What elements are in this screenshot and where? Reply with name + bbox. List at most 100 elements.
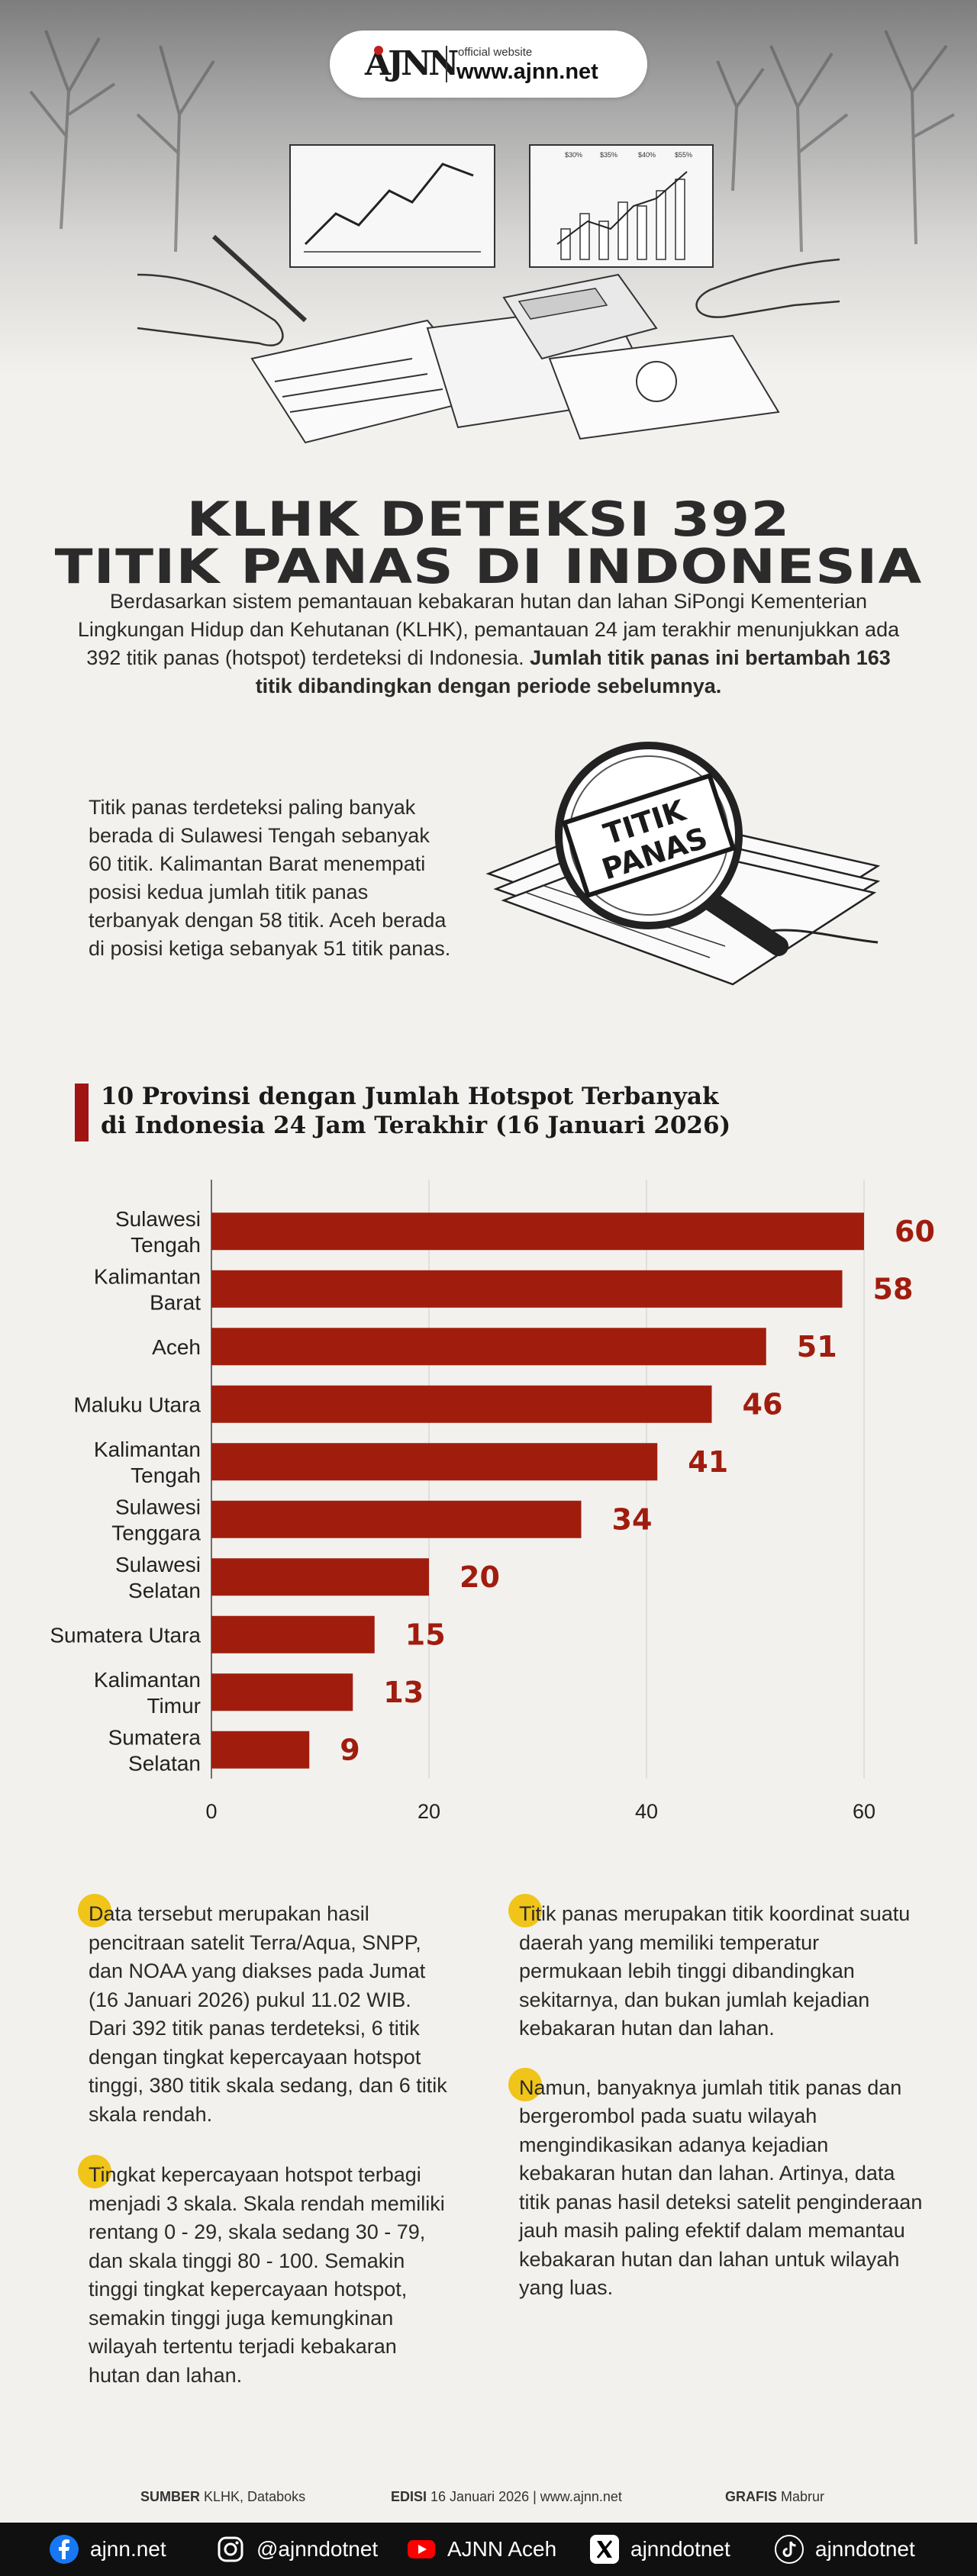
youtube-handle: AJNN Aceh [447, 2537, 557, 2561]
bar [211, 1212, 864, 1251]
x-tick-label: 40 [635, 1800, 658, 1823]
yellow-bullet [508, 1894, 542, 1927]
data-label: 41 [688, 1445, 728, 1479]
data-label: 46 [743, 1387, 783, 1421]
left-column: Data tersebut merupakan hasil pencitraan… [78, 1894, 447, 2390]
x-tick-label: 60 [853, 1800, 875, 1823]
tiktok-link[interactable]: ajnndotnet [774, 2523, 915, 2576]
youtube-link[interactable]: AJNN Aceh [406, 2523, 556, 2576]
x-link[interactable]: ajnndotnet [589, 2523, 730, 2576]
logo-dot [374, 46, 383, 55]
graphic-credit: GRAFIS Mabrur [725, 2489, 824, 2505]
lead-paragraph: Berdasarkan sistem pemantauan kebakaran … [76, 588, 901, 700]
instagram-icon [218, 2536, 243, 2562]
data-label: 58 [873, 1272, 914, 1306]
edition-value: 16 Januari 2026 | www.ajnn.net [430, 2489, 622, 2504]
left-text-2: Tingkat kepercayaan hotspot terbagi menj… [89, 2163, 445, 2387]
facebook-icon [50, 2535, 79, 2564]
category-label: Sumatera Selatan [108, 1725, 202, 1775]
source-credit: SUMBER KLHK, Databoks [140, 2489, 305, 2505]
line-chart-board-icon [289, 144, 495, 268]
category-label: Sulawesi Tenggara [111, 1495, 201, 1544]
lead-text: Berdasarkan sistem pemantauan kebakaran … [77, 590, 900, 669]
hero-illustration: $30% $35% $40% $55% [29, 30, 955, 444]
edition-credit: EDISI 16 Januari 2026 | www.ajnn.net [391, 2489, 622, 2505]
bar-chart-board-icon: $30% $35% $40% $55% [529, 144, 714, 268]
data-label: 34 [612, 1502, 653, 1536]
category-label: Aceh [152, 1335, 201, 1359]
source-label: SUMBER [140, 2489, 201, 2504]
mini-legend-2: $35% [600, 151, 617, 159]
title-line-1: KLHK DETEKSI 392 [186, 491, 791, 547]
facebook-handle: ajnn.net [90, 2537, 166, 2561]
bare-trees [29, 30, 955, 253]
magnifier-papers-icon: TITIK PANAS [485, 742, 881, 986]
lead-bold-text: Jumlah titik panas ini bertambah 163 tit… [255, 646, 891, 697]
instagram-handle: @ajnndotnet [256, 2537, 379, 2561]
findings-paragraph: Titik panas terdeteksi paling banyak ber… [89, 796, 451, 960]
bar [211, 1500, 582, 1538]
magnifier-handle [700, 890, 788, 956]
social-footer: ajnn.net @ajnndotnet AJNN Aceh ajnndotne… [0, 2523, 977, 2576]
left-text-1: Data tersebut merupakan hasil pencitraan… [89, 1902, 447, 2126]
instagram-link[interactable]: @ajnndotnet [215, 2523, 378, 2576]
hotspot-bar-chart: 0 20 40 60 60 Sulawesi Tengah 58 Kalimantan Barat… [50, 1180, 935, 1823]
right-paragraph-2: Namun, banyaknya jumlah titik panas dan … [508, 2067, 924, 2303]
youtube-icon [408, 2540, 435, 2558]
bar [211, 1558, 429, 1596]
chart-title: 10 Provinsi dengan Jumlah Hotspot Terban… [101, 1082, 864, 1140]
title-line-2: TITIK PANAS DI INDONESIA [54, 539, 923, 594]
x-tick-label: 20 [418, 1800, 440, 1823]
x-handle: ajnndotnet [630, 2537, 730, 2561]
mini-legend-1: $30% [565, 151, 582, 159]
bar [211, 1385, 712, 1423]
facebook-link[interactable]: ajnn.net [49, 2523, 166, 2576]
logo-divider [446, 46, 447, 82]
right-paragraph-1: Titik panas merupakan titik koordinat su… [508, 1894, 924, 2043]
bar [211, 1270, 843, 1308]
category-label: Sulawesi Tengah [115, 1207, 201, 1257]
website-url[interactable]: www.ajnn.net [456, 60, 598, 84]
data-label: 15 [405, 1618, 446, 1651]
category-label: Kalimantan Barat [94, 1264, 201, 1314]
category-label: Kalimantan Timur [94, 1668, 201, 1718]
graphic-label: GRAFIS [725, 2489, 778, 2504]
bar [211, 1328, 766, 1366]
official-label: official website [458, 46, 533, 59]
bar [211, 1443, 658, 1481]
tiktok-icon [775, 2535, 804, 2564]
hands-icon [137, 234, 840, 346]
data-label: 20 [459, 1560, 500, 1594]
yellow-bullet [78, 1894, 111, 1927]
credits-bar: SUMBER KLHK, Databoks EDISI 16 Januari 2… [0, 2483, 977, 2513]
edition-label: EDISI [391, 2489, 427, 2504]
category-label: Sumatera Utara [50, 1623, 201, 1647]
bar [211, 1731, 310, 1769]
bar [211, 1615, 375, 1653]
data-label: 9 [340, 1733, 360, 1766]
bar [211, 1673, 353, 1711]
page-title: KLHK DETEKSI 392 TITIK PANAS DI INDONESI… [0, 496, 977, 591]
yellow-bullet [508, 2067, 542, 2101]
data-label: 13 [383, 1676, 424, 1709]
chart-title-line-1: 10 Provinsi dengan Jumlah Hotspot Terban… [101, 1083, 719, 1110]
category-label: Kalimantan Tengah [94, 1438, 201, 1487]
tiktok-handle: ajnndotnet [815, 2537, 915, 2561]
right-text-2: Namun, banyaknya jumlah titik panas dan … [519, 2075, 923, 2300]
graphic-value: Mabrur [781, 2489, 825, 2504]
right-text-1: Titik panas merupakan titik koordinat su… [519, 1902, 911, 2040]
mini-legend-4: $55% [675, 151, 692, 159]
yellow-bullet [78, 2155, 111, 2188]
desk-papers-icon [250, 304, 780, 444]
category-label: Maluku Utara [73, 1393, 201, 1416]
left-paragraph-1: Data tersebut merupakan hasil pencitraan… [78, 1894, 447, 2129]
left-paragraph-2: Tingkat kepercayaan hotspot terbagi menj… [78, 2155, 447, 2390]
right-column: Titik panas merupakan titik koordinat su… [508, 1894, 924, 2303]
logo-pill[interactable]: AJNN official website www.ajnn.net [330, 31, 647, 98]
mini-legend-3: $40% [638, 151, 656, 159]
data-label: 51 [797, 1330, 837, 1364]
category-label: Sulawesi Selatan [115, 1553, 201, 1602]
chart-title-line-2: di Indonesia 24 Jam Terakhir (16 Januari… [101, 1112, 731, 1139]
data-label: 60 [895, 1215, 935, 1248]
source-value: KLHK, Databoks [204, 2489, 306, 2504]
